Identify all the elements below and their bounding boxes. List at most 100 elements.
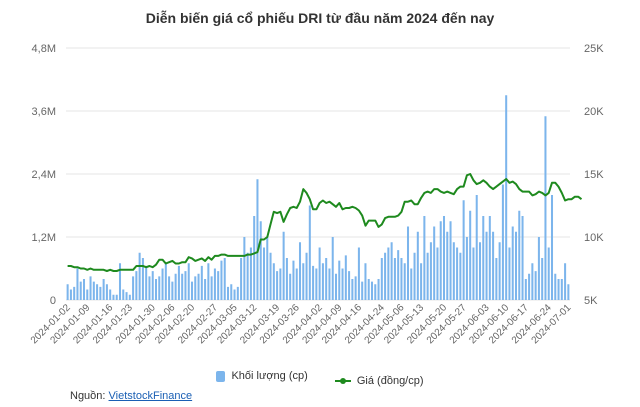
volume-bar[interactable] <box>177 265 180 300</box>
volume-bar[interactable] <box>374 284 377 300</box>
volume-bar[interactable] <box>338 260 341 300</box>
volume-bar[interactable] <box>285 258 288 300</box>
volume-bar[interactable] <box>488 216 491 300</box>
volume-bar[interactable] <box>69 289 72 301</box>
volume-bar[interactable] <box>315 268 318 301</box>
volume-bar[interactable] <box>112 294 115 300</box>
volume-bar[interactable] <box>384 252 387 300</box>
volume-bar[interactable] <box>223 258 226 300</box>
volume-bar[interactable] <box>256 179 259 300</box>
volume-bar[interactable] <box>89 276 92 300</box>
volume-bar[interactable] <box>128 294 131 300</box>
volume-bar[interactable] <box>514 231 518 300</box>
volume-bar[interactable] <box>550 195 554 300</box>
volume-bar[interactable] <box>410 268 413 301</box>
volume-bar[interactable] <box>413 252 416 300</box>
volume-bar[interactable] <box>164 263 167 300</box>
volume-bar[interactable] <box>334 273 338 300</box>
volume-bar[interactable] <box>524 279 527 300</box>
volume-bar[interactable] <box>518 210 521 300</box>
volume-bar[interactable] <box>449 221 452 300</box>
volume-bar[interactable] <box>560 279 563 300</box>
volume-bar[interactable] <box>213 268 216 301</box>
volume-bar[interactable] <box>426 252 429 300</box>
volume-bar[interactable] <box>272 263 275 300</box>
volume-bar[interactable] <box>99 286 102 300</box>
volume-bar[interactable] <box>92 281 95 300</box>
volume-bar[interactable] <box>508 247 511 301</box>
volume-bar[interactable] <box>295 268 298 301</box>
volume-bar[interactable] <box>207 263 210 300</box>
volume-bar[interactable] <box>325 258 328 300</box>
volume-bar[interactable] <box>145 265 148 300</box>
volume-bar[interactable] <box>200 265 203 300</box>
volume-bar[interactable] <box>118 263 122 300</box>
volume-bar[interactable] <box>341 268 344 301</box>
volume-bar[interactable] <box>557 279 560 300</box>
volume-bar[interactable] <box>190 281 194 300</box>
volume-bar[interactable] <box>82 279 86 300</box>
volume-bar[interactable] <box>115 294 118 300</box>
volume-bar[interactable] <box>505 95 508 300</box>
volume-bar[interactable] <box>253 216 256 300</box>
volume-bar[interactable] <box>217 271 220 300</box>
volume-bar[interactable] <box>511 226 514 301</box>
volume-bar[interactable] <box>289 273 292 300</box>
volume-bar[interactable] <box>452 242 455 300</box>
volume-bar[interactable] <box>439 221 442 300</box>
volume-bar[interactable] <box>233 289 236 301</box>
volume-bar[interactable] <box>171 281 174 300</box>
volume-bar[interactable] <box>387 247 390 301</box>
volume-bar[interactable] <box>344 255 347 300</box>
volume-bar[interactable] <box>492 231 495 300</box>
volume-bar[interactable] <box>174 273 177 300</box>
volume-bar[interactable] <box>276 271 279 300</box>
volume-bar[interactable] <box>292 260 295 300</box>
volume-bar[interactable] <box>76 268 79 301</box>
volume-bar[interactable] <box>154 279 158 300</box>
volume-bar[interactable] <box>86 289 89 301</box>
volume-bar[interactable] <box>240 258 243 300</box>
volume-bar[interactable] <box>521 216 524 300</box>
volume-bar[interactable] <box>279 268 282 301</box>
volume-bar[interactable] <box>528 273 531 300</box>
volume-bar[interactable] <box>125 292 128 300</box>
volume-bar[interactable] <box>380 258 383 300</box>
volume-bar[interactable] <box>122 289 125 301</box>
volume-bar[interactable] <box>181 273 184 300</box>
volume-bar[interactable] <box>249 247 252 301</box>
volume-bar[interactable] <box>498 242 501 300</box>
volume-bar[interactable] <box>220 260 223 300</box>
volume-bar[interactable] <box>246 252 249 300</box>
volume-bar[interactable] <box>416 231 419 300</box>
volume-bar[interactable] <box>541 258 544 300</box>
volume-bar[interactable] <box>567 284 570 300</box>
volume-bar[interactable] <box>456 247 459 301</box>
volume-bar[interactable] <box>226 286 230 300</box>
volume-bar[interactable] <box>161 268 164 301</box>
volume-bar[interactable] <box>79 281 82 300</box>
volume-bar[interactable] <box>472 247 475 301</box>
volume-bar[interactable] <box>73 286 76 300</box>
volume-bar[interactable] <box>397 250 400 300</box>
volume-bar[interactable] <box>495 258 498 300</box>
volume-bar[interactable] <box>537 237 540 300</box>
volume-bar[interactable] <box>184 271 187 300</box>
volume-bar[interactable] <box>138 252 141 300</box>
volume-bar[interactable] <box>446 231 449 300</box>
volume-bar[interactable] <box>429 242 432 300</box>
volume-bar[interactable] <box>564 263 567 300</box>
volume-bar[interactable] <box>459 252 462 300</box>
volume-bar[interactable] <box>105 284 108 300</box>
volume-bar[interactable] <box>266 237 269 300</box>
volume-bar[interactable] <box>204 279 207 300</box>
volume-bar[interactable] <box>102 279 105 300</box>
volume-bar[interactable] <box>158 276 161 300</box>
volume-bar[interactable] <box>282 231 285 300</box>
price-line-path[interactable] <box>67 173 583 272</box>
volume-bar[interactable] <box>66 284 69 300</box>
volume-bar[interactable] <box>367 279 370 300</box>
volume-bar[interactable] <box>321 263 324 300</box>
volume-bar[interactable] <box>420 263 423 300</box>
volume-bar[interactable] <box>351 279 354 300</box>
